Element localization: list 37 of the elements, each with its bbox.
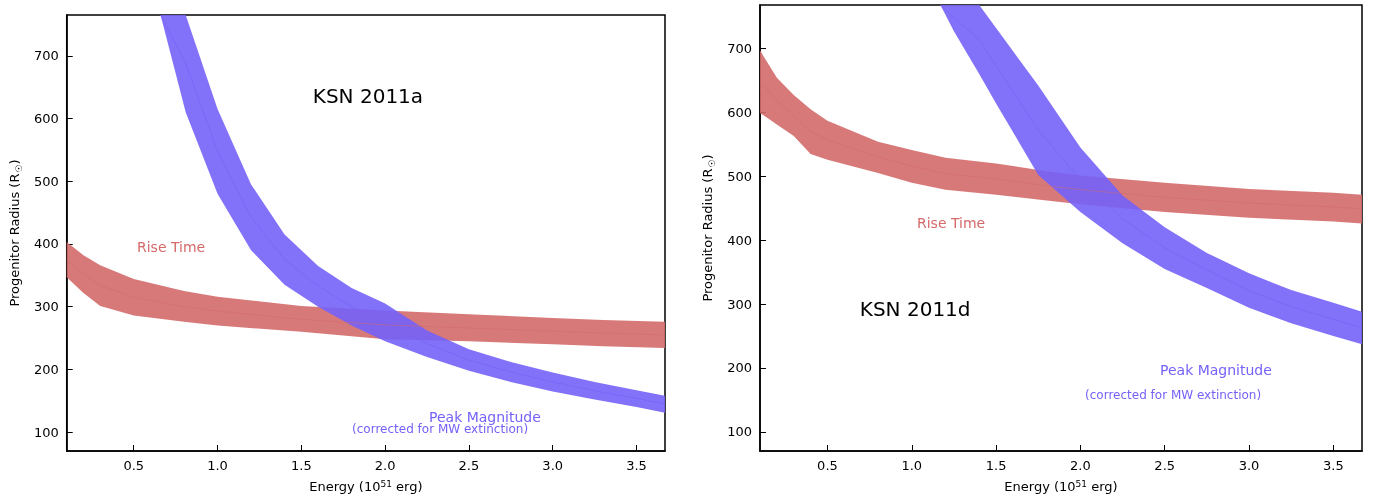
annotation: KSN 2011a xyxy=(312,84,424,108)
x-tick-label: 3.0 xyxy=(1238,458,1260,473)
x-tick-label: 2.0 xyxy=(1070,458,1091,473)
y-tick-label: 200 xyxy=(33,361,59,377)
x-tick-label: 1.0 xyxy=(901,458,923,473)
y-tick-label: 700 xyxy=(33,48,59,64)
y-tick-label: 600 xyxy=(33,111,59,127)
y-tick-label: 300 xyxy=(33,299,59,315)
x-tick-label: 2.0 xyxy=(374,458,396,473)
y-tick-label: 200 xyxy=(727,360,752,376)
x-tick-label: 1.5 xyxy=(985,458,1007,473)
y-tick-label: 400 xyxy=(727,232,752,248)
text: Peak Magnitude xyxy=(1160,362,1272,378)
x-tick-label: 3.5 xyxy=(1322,458,1344,473)
text: Rise Time xyxy=(917,215,986,231)
x-tick-label: 0.5 xyxy=(123,458,145,473)
y-tick-label: 400 xyxy=(33,236,59,252)
annotation: KSN 2011d xyxy=(859,297,971,321)
annotation: (corrected for MW extinction) xyxy=(1085,387,1262,402)
x-tick-label: 3.0 xyxy=(542,458,564,473)
text: Peak Magnitude xyxy=(429,409,541,425)
y-tick-label: 500 xyxy=(33,173,59,189)
x-tick-label: 1.0 xyxy=(207,458,228,473)
y-tick-label: 700 xyxy=(727,40,752,56)
x-tick-label: 2.5 xyxy=(1154,458,1176,473)
y-tick-label: 500 xyxy=(727,168,752,184)
x-tick-label: 1.5 xyxy=(290,458,312,473)
y-tick-label: 300 xyxy=(727,296,752,312)
x-tick-label: 3.5 xyxy=(626,458,647,473)
y-tick-label: 100 xyxy=(33,424,59,440)
text: Rise Time xyxy=(137,239,206,255)
x-tick-label: 2.5 xyxy=(458,458,480,473)
y-tick-label: 100 xyxy=(727,424,752,440)
y-tick-label: 600 xyxy=(727,104,752,120)
y-axis-title: Progenitor Radius (R☉) xyxy=(7,159,24,307)
y-axis-title: Progenitor Radius (R☉) xyxy=(700,154,717,302)
x-tick-label: 0.5 xyxy=(817,458,838,473)
